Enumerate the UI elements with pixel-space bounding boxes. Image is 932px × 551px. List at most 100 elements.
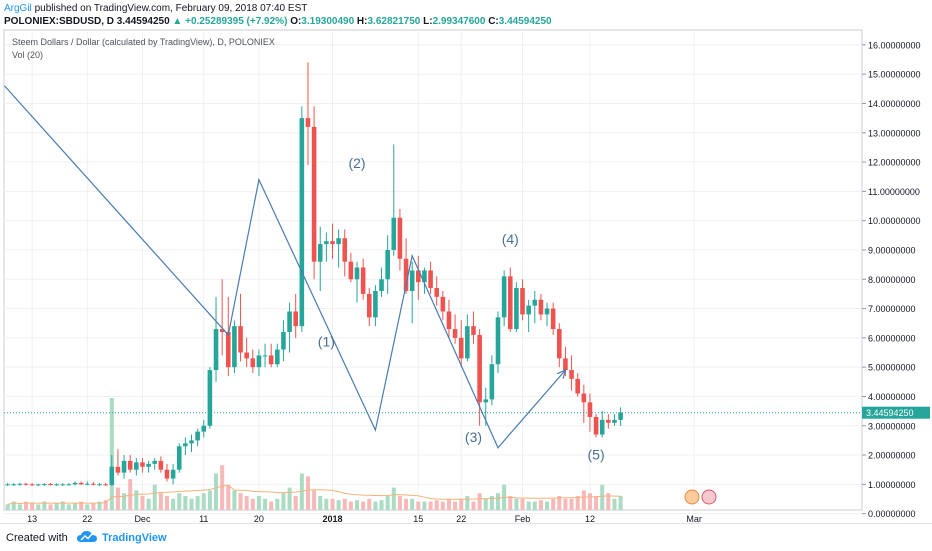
candle-body xyxy=(60,484,66,486)
candle-body xyxy=(72,482,78,485)
candle-body xyxy=(581,393,587,403)
volume-bar xyxy=(581,490,586,510)
candle-body xyxy=(238,326,243,353)
candle-body xyxy=(232,326,237,368)
candle-body xyxy=(397,217,403,259)
candle-body xyxy=(477,334,482,403)
candle-body xyxy=(189,440,194,444)
flag-icon[interactable] xyxy=(684,489,717,505)
y-tick-label: 8.00000000 xyxy=(868,275,916,285)
candle-body xyxy=(446,311,452,330)
candle-body xyxy=(311,126,317,262)
volume-bar xyxy=(397,496,402,510)
volume-bar xyxy=(312,490,317,510)
volume-bar xyxy=(404,498,409,510)
candle-body xyxy=(575,378,580,394)
candle-body xyxy=(11,484,17,486)
candle-body xyxy=(587,402,593,417)
candle-body xyxy=(219,329,225,332)
candle-body xyxy=(403,258,409,291)
grid xyxy=(4,30,862,515)
candle-body xyxy=(336,238,341,245)
volume-bar xyxy=(532,501,537,510)
tradingview-cloud-icon[interactable] xyxy=(76,529,98,545)
price-chart[interactable]: (1) (2) (3) (4) (5) 16.00000000 15.00000000 14… xyxy=(0,28,932,523)
x-tick-label: 2018 xyxy=(322,514,342,523)
open-label: O: xyxy=(290,16,302,27)
volume-bar xyxy=(152,484,157,510)
volume-bar xyxy=(428,501,433,510)
x-tick-label: Mar xyxy=(686,514,702,523)
author-link[interactable]: ArgGil xyxy=(4,3,32,14)
volume-bar xyxy=(612,498,617,510)
candle-body xyxy=(324,241,329,245)
candle-body xyxy=(348,261,354,280)
candle-body xyxy=(54,484,59,486)
x-tick-label: 12 xyxy=(585,514,595,523)
x-tick-label: 22 xyxy=(82,514,92,523)
candle-body xyxy=(140,462,145,467)
wave-line xyxy=(4,85,566,449)
volume-bar xyxy=(324,498,329,510)
candle-body xyxy=(281,332,286,350)
x-tick-label: Dec xyxy=(134,514,151,523)
open-value: 3.19300490 xyxy=(301,16,355,27)
volume-bar xyxy=(214,473,219,510)
candle-body xyxy=(544,308,550,315)
candle-body xyxy=(201,425,207,432)
candle-body xyxy=(366,293,372,318)
candle-body xyxy=(495,317,501,365)
volume-bar xyxy=(318,496,323,510)
volume-bar xyxy=(275,498,280,510)
volume-bar xyxy=(220,465,225,510)
candle-body xyxy=(606,419,611,423)
volume-bar xyxy=(23,501,28,510)
volume-bar xyxy=(465,496,470,510)
candle-body xyxy=(127,460,133,470)
volume-bar xyxy=(575,496,580,510)
volume-bar xyxy=(459,498,464,510)
candle-body xyxy=(507,276,513,330)
candle-body xyxy=(520,288,525,315)
candle-body xyxy=(207,370,213,426)
volume-bar xyxy=(587,493,592,510)
volume-bar xyxy=(5,504,10,510)
candle-body xyxy=(66,484,72,486)
volume-bar xyxy=(238,493,243,510)
volume-bars xyxy=(5,398,623,510)
volume-bar xyxy=(54,503,59,510)
volume-bar xyxy=(618,496,623,510)
x-tick-label: 22 xyxy=(456,514,466,523)
candle-body xyxy=(158,460,164,470)
candle-body xyxy=(17,483,23,485)
high-value: 3.62821750 xyxy=(367,16,421,27)
candle-body xyxy=(134,462,139,470)
volume-bar xyxy=(373,501,378,510)
y-tick-label: 0.00000000 xyxy=(868,509,916,519)
volume-bar xyxy=(489,496,494,510)
wave-label: (3) xyxy=(465,429,482,445)
volume-bar xyxy=(385,496,390,510)
ohlc-bar: POLONIEX:SBDUSD, D 3.44594250 ▲ +0.25289… xyxy=(4,16,924,28)
candle-body xyxy=(428,270,433,289)
wave-label: (2) xyxy=(348,155,365,171)
volume-bar xyxy=(11,501,16,510)
candle-body xyxy=(612,419,617,423)
y-tick-label: 11.00000000 xyxy=(868,187,920,197)
candle-body xyxy=(146,463,151,467)
candle-body xyxy=(48,484,53,486)
candle-body xyxy=(213,329,219,371)
volume-bar xyxy=(189,498,194,510)
volume-bar xyxy=(66,504,71,510)
volume-bar xyxy=(538,500,543,510)
candle-body xyxy=(115,466,121,473)
candle-body xyxy=(409,270,415,291)
candle-body xyxy=(78,482,84,485)
candle-body xyxy=(42,484,47,486)
candle-body xyxy=(23,483,29,485)
wave-label: (1) xyxy=(318,334,335,350)
volume-bar xyxy=(355,500,360,510)
y-tick-label: 6.00000000 xyxy=(868,333,916,343)
tradingview-brand[interactable]: TradingView xyxy=(102,532,167,544)
volume-bar xyxy=(177,493,182,510)
